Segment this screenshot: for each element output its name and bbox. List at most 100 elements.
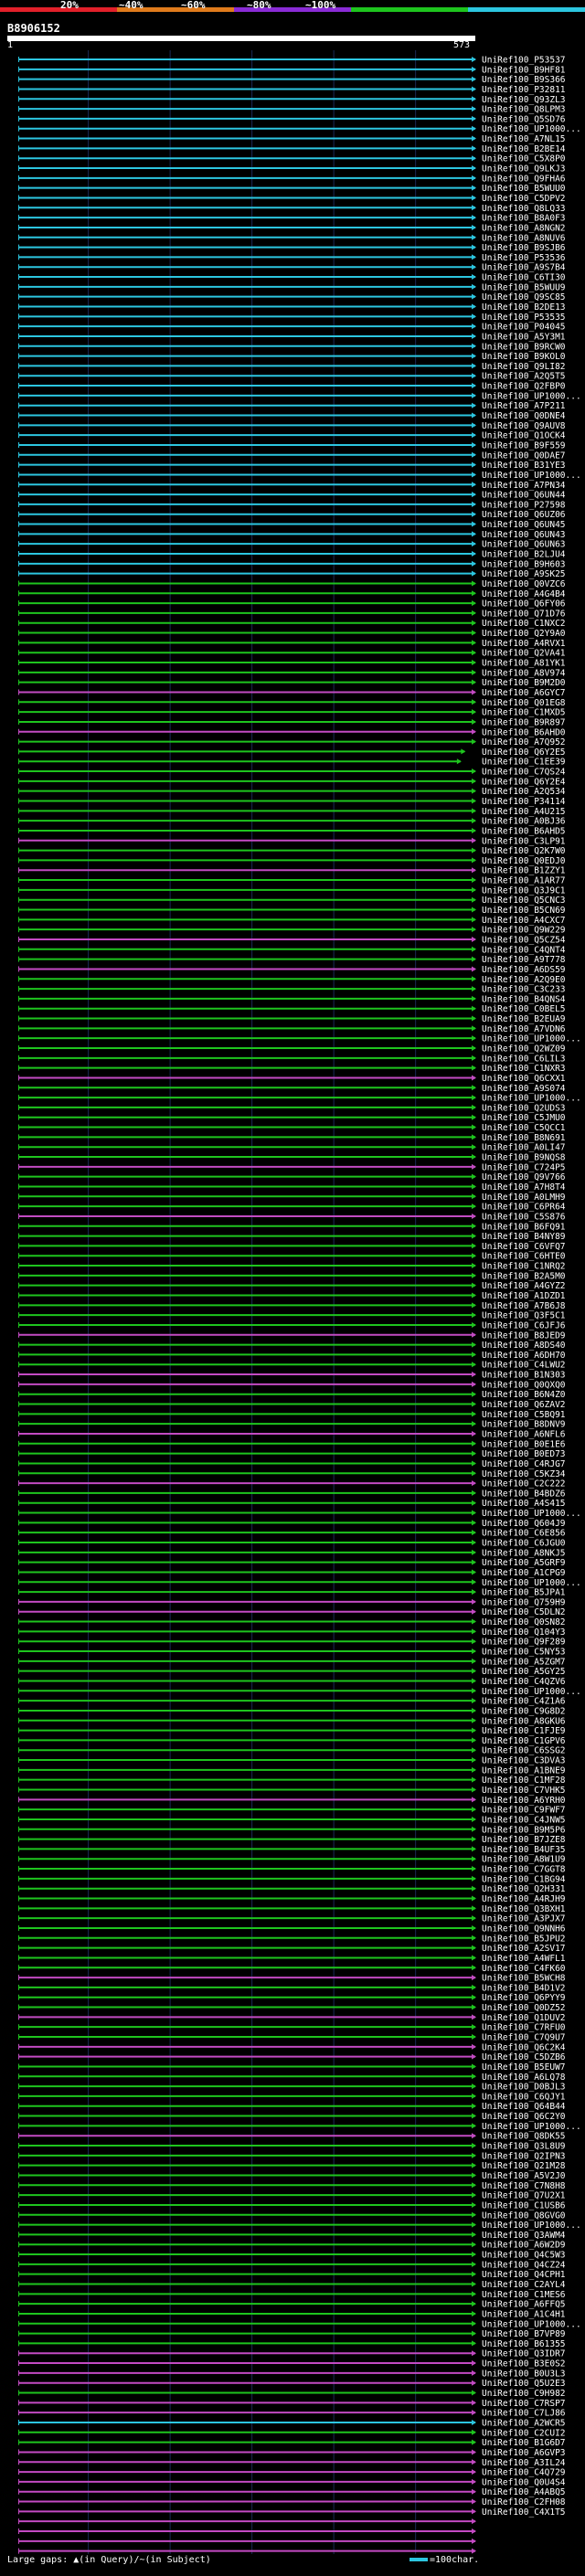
hit-label[interactable]: UniRef100_C6HTE0 <box>482 1252 566 1262</box>
hit-label[interactable]: UniRef100_B2A5M0 <box>482 1271 566 1281</box>
hit-label[interactable]: UniRef100_Q9FHA6 <box>482 174 566 184</box>
hit-label[interactable]: UniRef100_B5WCH8 <box>482 1974 566 1984</box>
hit-label[interactable]: UniRef100_C2FH08 <box>482 2497 566 2507</box>
hit-label[interactable]: UniRef100_C5NY53 <box>482 1648 566 1658</box>
hit-label[interactable]: UniRef100_C5BQ91 <box>482 1410 566 1420</box>
hit-label[interactable]: UniRef100_Q6CXX1 <box>482 1074 566 1084</box>
hit-label[interactable]: UniRef100_Q6C2Y0 <box>482 2112 566 2122</box>
hit-label[interactable]: UniRef100_B9R897 <box>482 717 566 727</box>
hit-label[interactable]: UniRef100_C1MXD5 <box>482 708 566 718</box>
hit-label[interactable]: UniRef100_C2C222 <box>482 1479 566 1489</box>
hit-label[interactable]: UniRef100_A1BNE9 <box>482 1765 566 1776</box>
hit-label[interactable]: UniRef100_A1C4H1 <box>482 2309 566 2319</box>
hit-label[interactable]: UniRef100_A9SK25 <box>482 569 566 579</box>
hit-label[interactable]: UniRef100_C7QS24 <box>482 768 566 778</box>
hit-label[interactable]: UniRef100_C2CUI2 <box>482 2428 566 2438</box>
hit-label[interactable]: UniRef100_C4JNW5 <box>482 1815 566 1825</box>
hit-label[interactable]: UniRef100_B0ED73 <box>482 1449 566 1459</box>
hit-label[interactable]: UniRef100_A5Y3M1 <box>482 332 566 342</box>
hit-label[interactable]: UniRef100_A2Q534 <box>482 787 566 797</box>
hit-label[interactable]: UniRef100_B6AHD5 <box>482 826 566 836</box>
hit-label[interactable]: UniRef100_A8W1U9 <box>482 1855 566 1865</box>
hit-label[interactable]: UniRef100_A8NKJ5 <box>482 1548 566 1558</box>
hit-label[interactable]: UniRef100_Q0DAE7 <box>482 451 566 461</box>
hit-label[interactable]: UniRef100_UP1000... <box>482 391 581 401</box>
hit-label[interactable]: UniRef100_C6LIL3 <box>482 1054 566 1064</box>
hit-label[interactable]: UniRef100_A6W2D9 <box>482 2241 566 2251</box>
hit-label[interactable]: UniRef100_A8DS40 <box>482 1341 566 1351</box>
hit-label[interactable]: UniRef100_D0BJL3 <box>482 2083 566 2093</box>
hit-label[interactable]: UniRef100_C4Q729 <box>482 2468 566 2478</box>
hit-label[interactable]: UniRef100_A2Q9E0 <box>482 975 566 985</box>
hit-label[interactable]: UniRef100_B5CN69 <box>482 906 566 916</box>
hit-label[interactable]: UniRef100_A8NUV6 <box>482 233 566 243</box>
hit-label[interactable]: UniRef100_Q4CZ24 <box>482 2260 566 2270</box>
hit-label[interactable]: UniRef100_Q6ZAV2 <box>482 1400 566 1410</box>
hit-label[interactable]: UniRef100_B8JED9 <box>482 1330 566 1341</box>
hit-label[interactable]: UniRef100_C7RFU0 <box>482 2023 566 2033</box>
hit-label[interactable]: UniRef100_Q3F5C1 <box>482 1311 566 1321</box>
hit-label[interactable]: UniRef100_B6FQ91 <box>482 1222 566 1232</box>
hit-label[interactable]: UniRef100_A6GYC7 <box>482 688 566 698</box>
hit-label[interactable]: UniRef100_C5KZ34 <box>482 1469 566 1479</box>
hit-label[interactable]: UniRef100_Q8GVG0 <box>482 2210 566 2221</box>
hit-label[interactable]: UniRef100_C5QCC1 <box>482 1123 566 1133</box>
hit-label[interactable]: UniRef100_Q9LI82 <box>482 362 566 372</box>
hit-label[interactable]: UniRef100_Q5SD76 <box>482 114 566 124</box>
hit-label[interactable]: UniRef100_C7N8H8 <box>482 2181 566 2191</box>
hit-label[interactable]: UniRef100_Q2WZ09 <box>482 1044 566 1055</box>
hit-label[interactable]: UniRef100_C3LP91 <box>482 836 566 846</box>
hit-label[interactable]: UniRef100_Q8DK55 <box>482 2132 566 2142</box>
hit-label[interactable]: UniRef100_Q4CPH1 <box>482 2270 566 2280</box>
hit-label[interactable]: UniRef100_Q3L8U9 <box>482 2142 566 2152</box>
hit-label[interactable]: UniRef100_Q5CNC3 <box>482 896 566 906</box>
hit-label[interactable]: UniRef100_Q3IDR7 <box>482 2349 566 2359</box>
hit-label[interactable]: UniRef100_B8DNV9 <box>482 1420 566 1430</box>
hit-label[interactable]: UniRef100_A6FFQ5 <box>482 2300 566 2310</box>
hit-label[interactable]: UniRef100_Q0EDJ0 <box>482 856 566 866</box>
hit-label[interactable]: UniRef100_C1EE39 <box>482 758 566 768</box>
hit-label[interactable]: UniRef100_Q6FY06 <box>482 599 566 610</box>
hit-label[interactable]: UniRef100_Q0U4S4 <box>482 2477 566 2487</box>
hit-label[interactable]: UniRef100_B0E1E6 <box>482 1439 566 1449</box>
hit-label[interactable]: UniRef100_Q71D76 <box>482 609 566 619</box>
hit-label[interactable]: UniRef100_UP1000... <box>482 1687 581 1697</box>
hit-label[interactable]: UniRef100_Q2K7W0 <box>482 846 566 856</box>
hit-label[interactable]: UniRef100_B8N691 <box>482 1133 566 1143</box>
hit-label[interactable]: UniRef100_C6JFJ6 <box>482 1320 566 1330</box>
hit-label[interactable]: UniRef100_UP1000... <box>482 1509 581 1519</box>
hit-label[interactable]: UniRef100_UP1000... <box>482 2319 581 2329</box>
hit-label[interactable]: UniRef100_Q0VZC6 <box>482 579 566 589</box>
hit-label[interactable]: UniRef100_Q6PYY9 <box>482 1993 566 2003</box>
hit-label[interactable]: UniRef100_A7NL15 <box>482 134 566 144</box>
hit-label[interactable]: UniRef100_Q6UN44 <box>482 491 566 501</box>
hit-label[interactable]: UniRef100_C6TI30 <box>482 273 566 283</box>
hit-label[interactable]: UniRef100_B5WUU9 <box>482 282 566 292</box>
hit-label[interactable]: UniRef100_C9G8D2 <box>482 1706 566 1716</box>
hit-label[interactable]: UniRef100_C6PR64 <box>482 1203 566 1213</box>
hit-label[interactable]: UniRef100_A6GVP3 <box>482 2448 566 2458</box>
hit-label[interactable]: UniRef100_C1MES6 <box>482 2290 566 2300</box>
hit-label[interactable]: UniRef100_B9SJB6 <box>482 243 566 253</box>
hit-label[interactable]: UniRef100_Q7U2X1 <box>482 2191 566 2201</box>
hit-label[interactable]: UniRef100_C4X1T5 <box>482 2507 566 2518</box>
hit-label[interactable]: UniRef100_C7GGT8 <box>482 1865 566 1875</box>
hit-label[interactable]: UniRef100_C5DZB6 <box>482 2052 566 2062</box>
hit-label[interactable]: UniRef100_Q64B44 <box>482 2102 566 2112</box>
hit-label[interactable]: UniRef100_B9S366 <box>482 75 566 85</box>
hit-label[interactable]: UniRef100_A7VDN6 <box>482 1024 566 1034</box>
hit-label[interactable]: UniRef100_C724P5 <box>482 1162 566 1172</box>
hit-label[interactable]: UniRef100_UP1000... <box>482 124 581 134</box>
hit-label[interactable]: UniRef100_UP1000... <box>482 2221 581 2231</box>
hit-label[interactable]: UniRef100_A5GRF9 <box>482 1558 566 1568</box>
hit-label[interactable]: UniRef100_A6YRH0 <box>482 1796 566 1806</box>
hit-label[interactable]: UniRef100_C6VFQ7 <box>482 1242 566 1252</box>
hit-label[interactable]: UniRef100_B5JPA1 <box>482 1588 566 1598</box>
hit-label[interactable]: UniRef100_A8GKU6 <box>482 1716 566 1726</box>
hit-label[interactable]: UniRef100_A9S074 <box>482 1084 566 1094</box>
hit-label[interactable]: UniRef100_A8NGN2 <box>482 223 566 233</box>
hit-label[interactable]: UniRef100_Q2H331 <box>482 1884 566 1894</box>
hit-label[interactable]: UniRef100_Q6Y2E5 <box>482 747 566 758</box>
hit-label[interactable]: UniRef100_A4RVX1 <box>482 639 566 649</box>
hit-label[interactable]: UniRef100_B4QNS4 <box>482 994 566 1004</box>
